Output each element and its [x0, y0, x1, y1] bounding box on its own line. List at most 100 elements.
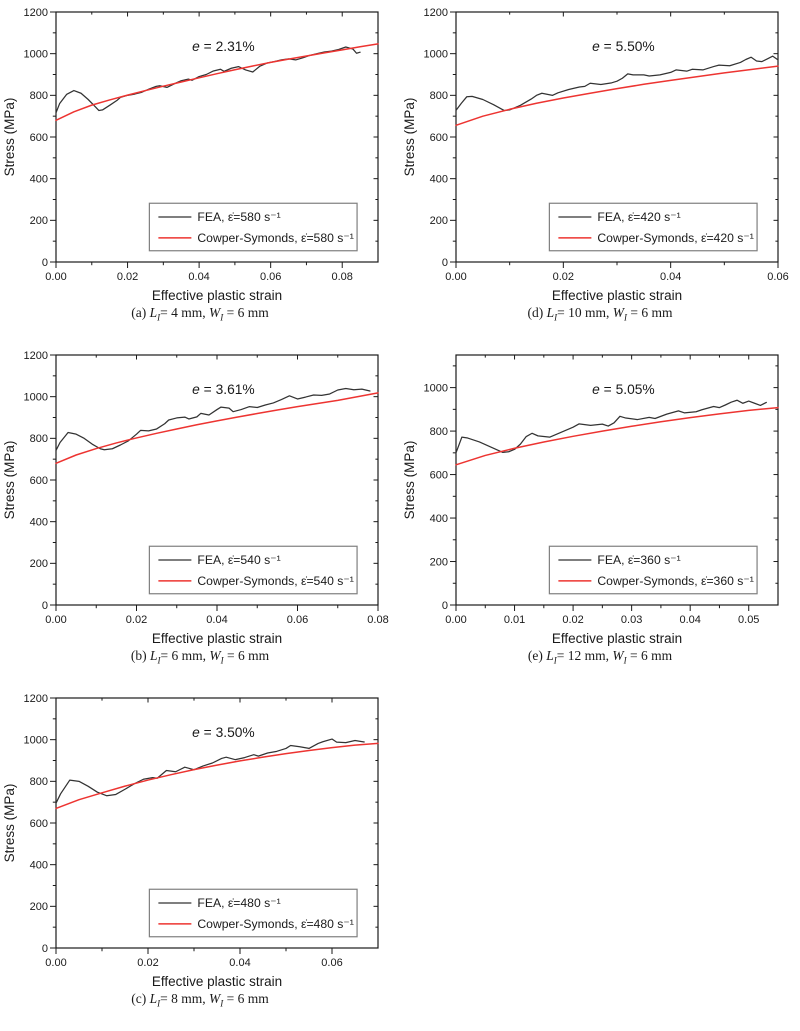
caption-l-subscript: I [554, 312, 558, 323]
caption-w-value: = 6 mm [226, 305, 269, 320]
x-tick-label: 0.00 [45, 614, 66, 626]
y-tick-label: 1000 [24, 391, 48, 403]
caption-l-subscript: I [553, 655, 557, 666]
y-tick-label: 800 [430, 90, 448, 102]
x-tick-label: 0.02 [137, 957, 158, 969]
caption-prefix: (a) [131, 305, 147, 320]
caption-l-subscript: I [157, 312, 161, 323]
caption-w-subscript: I [220, 998, 224, 1009]
elongation-annotation: e = 5.05% [592, 382, 655, 397]
y-tick-label: 1000 [424, 382, 448, 394]
legend-box [548, 202, 758, 252]
cowper-symonds-curve [55, 392, 379, 465]
chart-d: 0.00 0.02 0.04 0.06 0 200 400 600 800 1000 1200 FEA… [400, 0, 800, 343]
y-tick-label: 200 [30, 558, 48, 570]
caption-w-symbol: W [209, 305, 221, 320]
fea-curve [455, 399, 767, 454]
caption-prefix: (c) [131, 991, 147, 1006]
caption-w-subscript: I [623, 655, 627, 666]
x-tick-label: 0.04 [206, 614, 227, 626]
y-tick-label: 1200 [24, 7, 48, 19]
x-tick-label: 0.04 [188, 271, 209, 283]
x-tick-label: 0.01 [504, 614, 525, 626]
caption-w-value: = 6 mm [630, 648, 673, 663]
y-tick-label: 600 [430, 469, 448, 481]
y-tick-label: 600 [30, 475, 48, 487]
caption-prefix: (e) [527, 648, 543, 663]
x-axis-title: Effective plastic strain [152, 974, 282, 989]
caption-l-subscript: I [157, 998, 161, 1009]
legend-label: Cowper-Symonds, ε̇=540 s⁻¹ [197, 574, 354, 588]
chart-e-plot: 0.00 0.01 0.02 0.03 0.04 0.05 0 200 400 600 800 100… [402, 354, 779, 646]
y-tick-label: 0 [42, 257, 48, 269]
caption-l-value: = 10 mm, [557, 305, 610, 320]
chart-c-plot: 0.00 0.02 0.04 0.06 0 200 400 600 800 1000 1200 FEA… [2, 693, 379, 989]
x-tick-label: 0.05 [738, 614, 759, 626]
legend-label: Cowper-Symonds, ε̇=480 s⁻¹ [197, 917, 354, 931]
y-tick-label: 800 [430, 426, 448, 438]
y-tick-label: 0 [442, 600, 448, 612]
x-tick-label: 0.02 [562, 614, 583, 626]
y-tick-label: 400 [30, 173, 48, 185]
x-tick-label: 0.04 [679, 614, 700, 626]
x-tick-label: 0.08 [332, 271, 353, 283]
y-tick-label: 1200 [24, 693, 48, 705]
x-tick-label: 0.00 [45, 271, 66, 283]
caption-w-symbol: W [209, 648, 221, 663]
y-tick-label: 1200 [24, 350, 48, 362]
legend-box [548, 545, 758, 595]
caption-l-value: = 4 mm, [160, 305, 206, 320]
y-tick-label: 200 [430, 215, 448, 227]
caption-w-subscript: I [624, 312, 627, 323]
x-tick-label: 0.06 [287, 614, 308, 626]
legend-label: Cowper-Symonds, ε̇=420 s⁻¹ [597, 231, 754, 245]
x-axis-title: Effective plastic strain [152, 631, 282, 646]
y-tick-label: 0 [42, 943, 48, 955]
caption-l-symbol: L [149, 991, 158, 1006]
cowper-symonds-curve [455, 406, 779, 466]
caption-l-value: = 8 mm, [160, 991, 206, 1006]
y-tick-label: 0 [42, 600, 48, 612]
x-tick-label: 0.02 [126, 614, 147, 626]
caption-l-symbol: L [149, 305, 158, 320]
x-tick-label: 0.00 [445, 614, 466, 626]
y-axis-title: Stress (MPa) [2, 441, 17, 520]
chart-a-caption: (a) LI= 4 mm, WI = 6 mm [0, 305, 400, 323]
caption-w-value: = 6 mm [227, 648, 270, 663]
legend-box [148, 202, 358, 252]
x-tick-label: 0.02 [117, 271, 138, 283]
chart-e: 0.00 0.01 0.02 0.03 0.04 0.05 0 200 400 600 800 100… [400, 343, 800, 686]
y-tick-label: 1200 [424, 7, 448, 19]
legend-label: FEA, ε̇=420 s⁻¹ [597, 210, 680, 224]
caption-prefix: (b) [130, 648, 147, 663]
caption-w-symbol: W [209, 991, 221, 1006]
caption-l-symbol: L [546, 305, 555, 320]
y-tick-label: 0 [442, 257, 448, 269]
y-tick-label: 200 [430, 556, 448, 568]
legend-label: Cowper-Symonds, ε̇=580 s⁻¹ [197, 231, 354, 245]
fea-curve [455, 55, 779, 112]
y-tick-label: 1000 [424, 48, 448, 60]
caption-l-symbol: L [546, 648, 554, 663]
caption-w-subscript: I [220, 312, 224, 323]
y-axis-title: Stress (MPa) [402, 441, 417, 520]
chart-a: 0.00 0.02 0.04 0.06 0.08 0 200 400 600 800 1000 120… [0, 0, 400, 343]
y-tick-label: 600 [430, 132, 448, 144]
chart-b: 0.00 0.02 0.04 0.06 0.08 0 200 400 600 800 1000 120… [0, 343, 400, 686]
y-tick-label: 200 [30, 901, 48, 913]
x-axis-title: Effective plastic strain [552, 288, 682, 303]
x-tick-label: 0.06 [260, 271, 281, 283]
fea-curve [55, 387, 371, 452]
y-tick-label: 800 [30, 776, 48, 788]
y-tick-label: 1000 [24, 48, 48, 60]
x-tick-label: 0.04 [229, 957, 250, 969]
caption-w-symbol: W [612, 648, 624, 663]
chart-a-plot: 0.00 0.02 0.04 0.06 0.08 0 200 400 600 800 1000 120… [2, 7, 379, 303]
legend-label: FEA, ε̇=540 s⁻¹ [197, 553, 280, 567]
caption-w-value: = 6 mm [226, 991, 269, 1006]
y-tick-label: 600 [30, 132, 48, 144]
caption-l-symbol: L [149, 648, 158, 663]
caption-w-symbol: W [612, 305, 624, 320]
x-tick-label: 0.03 [621, 614, 642, 626]
